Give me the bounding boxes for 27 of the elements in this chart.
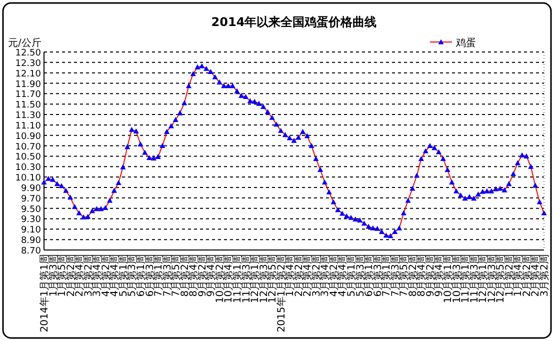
y-tick-label: 9.50 [20, 204, 42, 215]
y-tick-label: 11.70 [15, 90, 42, 100]
y-tick-label: 9.70 [20, 194, 42, 204]
y-tick-label: 9.10 [20, 226, 42, 236]
y-tick-label: 9.30 [20, 215, 42, 226]
y-tick-label: 11.10 [15, 121, 42, 132]
y-tick-label: 10.90 [15, 132, 42, 142]
y-tick-label: 8.90 [20, 236, 42, 246]
y-axis-title: 元/公斤 [8, 37, 42, 49]
y-tick-label: 10.10 [15, 174, 42, 184]
y-tick-label: 12.50 [15, 48, 42, 58]
y-tick-label: 11.90 [15, 80, 42, 90]
y-tick-label: 10.50 [15, 152, 42, 163]
x-tick-label: 11月第1周 [231, 254, 244, 304]
y-tick-label: 8.70 [20, 246, 42, 256]
x-tick-label: 3月第2周 [538, 254, 550, 297]
y-tick-label: 11.30 [15, 111, 42, 122]
x-tick-label: 2014年1月第1周 [38, 254, 50, 332]
y-tick-label: 12.30 [15, 58, 42, 69]
y-tick-label: 9.90 [20, 184, 42, 194]
y-tick-label: 12.10 [15, 69, 42, 80]
y-tick-label: 10.70 [15, 142, 42, 152]
y-tick-label: 10.30 [15, 163, 42, 174]
y-tick-label: 11.50 [15, 100, 42, 111]
legend-label: 鸡蛋 [455, 37, 476, 49]
x-tick-label: 6月第1周 [134, 254, 147, 297]
chart-title: 2014年以来全国鸡蛋价格曲线 [211, 15, 377, 29]
